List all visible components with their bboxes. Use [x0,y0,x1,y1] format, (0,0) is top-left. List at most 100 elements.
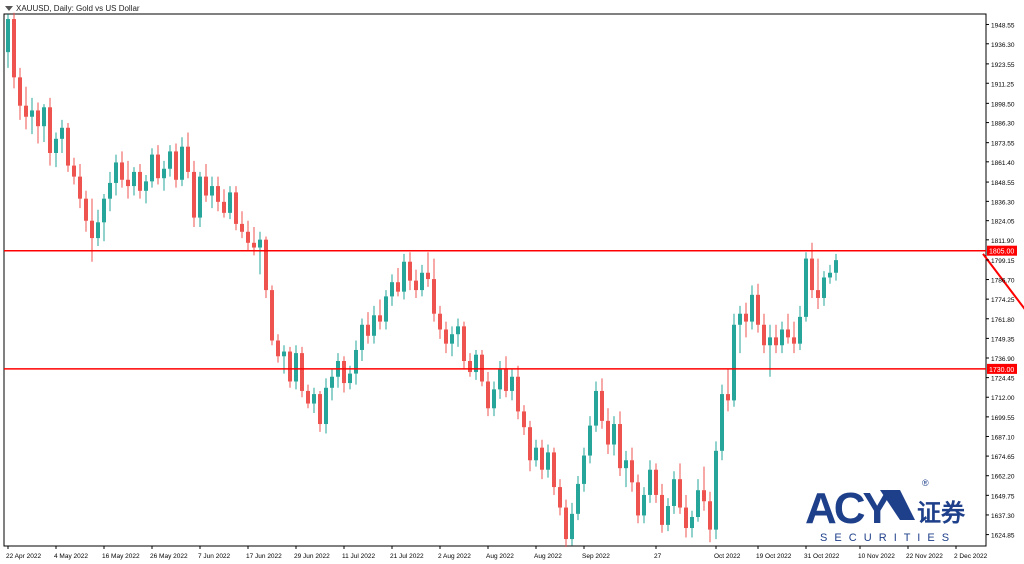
candle-body [606,420,610,445]
price-tick-label: 1936.30 [991,42,1015,49]
candle-body [696,490,700,518]
candle-body [204,176,208,196]
candle-body [516,376,520,412]
candle-body [282,351,286,357]
candle-body [636,482,640,516]
candle-body [822,277,826,298]
candle-body [738,313,742,325]
candle-body [126,179,130,187]
candle-body [504,368,508,391]
price-tick-label: 1886.30 [991,121,1015,128]
candle-body [564,507,568,540]
candle-body [90,220,94,239]
candle-body [312,394,316,404]
price-tick-label: 1649.75 [991,493,1015,500]
time-axis: 22 Apr 2022 4 May 2022 16 May 2022 26 May 2… [6,546,988,560]
time-tick-label: 2 Aug 2022 [438,553,471,560]
candle-body [216,186,220,202]
candle-body [744,313,748,322]
price-tick-label: 1923.55 [991,62,1015,69]
price-tick-label: 1761.80 [991,317,1015,324]
logo-reg: ® [922,478,929,488]
candle-body [810,258,814,291]
candle-body [480,354,484,382]
candle-body [294,353,298,382]
candle-body [474,354,478,373]
time-tick-label: 27 [654,553,662,560]
price-tick-label: 1624.85 [991,533,1015,540]
candle-body [396,282,400,292]
candle-body [234,192,238,224]
time-tick-label: 11 Jul 2022 [342,553,376,560]
plot-frame [3,13,987,547]
price-line-label: 1805.00 [989,249,1014,256]
logo-tagline: S E C U R I T I E S [820,532,951,544]
candle-body [186,146,190,172]
price-tick-label: 1848.55 [991,180,1015,187]
candle-body [258,239,262,248]
candle-body [390,282,394,297]
candle-body [834,260,838,273]
time-tick-label: Sep 2022 [582,553,610,560]
candle-body [6,19,10,53]
candle-body [84,198,88,221]
candle-body [30,110,34,117]
candle-body [582,455,586,484]
projection-arrow-line [982,253,1024,310]
chart-title-text: XAUUSD, Daily: Gold vs US Dollar [16,4,140,13]
candle-body [594,390,598,426]
candle-body [36,110,40,127]
candle-body [372,315,376,336]
candle-body [24,105,28,117]
candle-body [774,337,778,346]
candle-body [132,171,136,187]
candle-body [720,394,724,451]
candle-body [192,171,196,218]
candle-body [378,315,382,322]
candle-body [66,127,70,166]
candle-body [672,479,676,506]
price-axis: 1948.55 1936.30 1923.55 1911.25 1898.50 1886.… [986,22,1015,540]
candle-body [174,151,178,180]
price-tick-label: 1687.10 [991,434,1015,441]
candle-body [60,127,64,139]
candle-body [246,231,250,243]
candle-body [642,494,646,516]
price-tick-label: 1699.55 [991,415,1015,422]
dropdown-arrow-icon[interactable] [5,6,13,12]
candle-body [756,294,760,325]
logo-mark: ACY [805,484,892,533]
candle-body [144,181,148,191]
candle-body [492,389,496,409]
candle-body [54,138,58,153]
candle-body [540,447,544,470]
price-tick-label: 1674.65 [991,454,1015,461]
price-tick-label: 1911.25 [991,81,1014,88]
time-tick-label: 10 Nov 2022 [858,553,895,560]
time-tick-label: 22 Apr 2022 [6,553,41,560]
candle-body [816,290,820,298]
candle-body [792,337,796,344]
candle-body [108,182,112,199]
candle-body [486,381,490,409]
time-tick-label: 7 Jun 2022 [198,553,231,560]
price-tick-label: 1824.05 [991,219,1015,226]
candle-body [120,162,124,180]
price-tick-label: 1786.70 [991,278,1015,285]
candle-body [618,424,622,469]
candle-body [168,151,172,169]
candle-body [552,452,556,488]
candle-body [426,272,430,280]
time-tick-label: 2 Dec 2022 [954,553,988,560]
candle-body [828,272,832,278]
candle-body [222,201,226,213]
price-tick-label: 1736.90 [991,356,1015,363]
price-tick-label: 1836.30 [991,199,1015,206]
candles-layer [6,12,838,547]
candle-body [666,505,670,525]
candle-body [690,517,694,529]
candle-body [288,351,292,382]
candle-body [102,198,106,223]
